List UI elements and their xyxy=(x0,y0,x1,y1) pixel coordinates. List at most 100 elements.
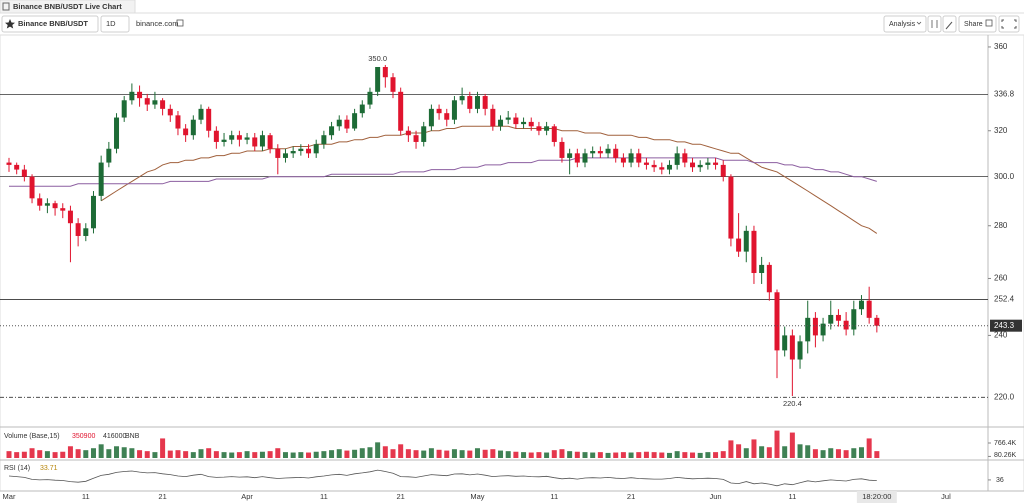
y-tick-label: 280 xyxy=(994,221,1008,230)
candle-body xyxy=(505,117,511,120)
volume-bar xyxy=(221,452,227,458)
candle-body xyxy=(421,126,427,142)
volume-bar xyxy=(874,451,880,458)
candle-body xyxy=(805,317,811,342)
volume-ma-value: 416000 xyxy=(103,433,126,440)
symbol-button[interactable] xyxy=(1,15,99,33)
candle-body xyxy=(90,195,96,229)
candle-body xyxy=(44,203,50,206)
candle-body xyxy=(37,198,43,206)
interval-button[interactable] xyxy=(100,15,130,33)
candle-body xyxy=(444,113,450,120)
volume-bar xyxy=(659,452,665,458)
candle-body xyxy=(551,126,557,142)
volume-bar xyxy=(236,452,242,458)
fullscreen-icon xyxy=(1001,19,1017,29)
candle-body xyxy=(820,323,826,336)
settings-button[interactable] xyxy=(927,15,942,33)
x-tick-label: 21 xyxy=(158,492,166,501)
volume-bar xyxy=(290,452,296,458)
candle-body xyxy=(874,317,880,326)
countdown-label: 18:20:00 xyxy=(862,492,891,501)
volume-bar xyxy=(37,450,43,458)
x-tick-label: 21 xyxy=(397,492,405,501)
candle-body xyxy=(21,169,27,177)
volume-bar xyxy=(306,452,312,458)
volume-bar xyxy=(574,451,580,458)
volume-bar xyxy=(858,447,864,458)
volume-bar xyxy=(528,452,534,458)
volume-bar xyxy=(620,452,626,458)
volume-bar xyxy=(206,448,212,458)
analysis-button[interactable] xyxy=(883,15,927,33)
volume-bar xyxy=(14,452,20,458)
volume-tick-label: 80.26K xyxy=(994,452,1017,459)
volume-bar xyxy=(643,451,649,458)
volume-bar xyxy=(498,450,504,458)
moving-average-line xyxy=(100,125,878,234)
volume-bar xyxy=(851,448,857,458)
candle-body xyxy=(29,176,35,199)
candle-body xyxy=(643,162,649,165)
candle-body xyxy=(659,167,665,170)
moving-average-line xyxy=(9,157,877,187)
candle-body xyxy=(144,98,150,105)
candle-body xyxy=(843,320,849,330)
candle-body xyxy=(275,148,281,158)
volume-tick-label: 766.4K xyxy=(994,440,1017,447)
share-label: Share xyxy=(964,21,983,28)
candle-body xyxy=(336,119,342,127)
candle-body xyxy=(221,139,227,142)
volume-bar xyxy=(559,449,565,458)
candle-body xyxy=(206,108,212,131)
candle-body xyxy=(6,162,12,165)
volume-bar xyxy=(190,452,196,458)
page-title: Binance BNB/USDT Live Chart xyxy=(13,2,122,11)
volume-bar xyxy=(805,445,811,458)
candle-body xyxy=(428,108,434,127)
candle-body xyxy=(375,66,381,92)
current-price-label: 243.3 xyxy=(994,321,1015,330)
candle-body xyxy=(167,108,173,116)
volume-bar xyxy=(743,448,749,458)
source-link[interactable]: binance.com xyxy=(136,19,179,28)
volume-bar xyxy=(52,452,58,458)
candle-body xyxy=(183,128,189,136)
volume-value: 350900 xyxy=(72,433,95,440)
volume-bar xyxy=(352,449,358,458)
candle-body xyxy=(390,77,396,92)
volume-bar xyxy=(267,451,273,458)
candle-body xyxy=(736,238,742,252)
fullscreen-button[interactable] xyxy=(998,15,1020,33)
y-tick-label: 320 xyxy=(994,126,1008,135)
volume-bar xyxy=(183,451,189,458)
candle-body xyxy=(628,153,634,163)
candle-body xyxy=(244,137,250,140)
candle-body xyxy=(705,162,711,165)
candle-body xyxy=(713,162,719,165)
dropdown-icon xyxy=(916,21,922,25)
candle-body xyxy=(306,148,312,154)
candle-body xyxy=(75,223,81,236)
candle-body xyxy=(213,130,219,142)
rsi-line xyxy=(8,469,877,487)
draw-icon xyxy=(945,21,953,30)
volume-bar xyxy=(444,450,450,458)
volume-unit: BNB xyxy=(125,433,140,440)
volume-bar xyxy=(244,451,250,458)
volume-bar xyxy=(843,450,849,458)
draw-button[interactable] xyxy=(942,15,957,33)
volume-bar xyxy=(582,452,588,458)
candle-body xyxy=(321,135,327,145)
volume-bar xyxy=(421,450,427,458)
rsi-label: RSI (14) xyxy=(4,465,30,472)
volume-bar xyxy=(713,452,719,458)
current-price-tag xyxy=(990,319,1022,332)
candle-body xyxy=(459,96,465,101)
level-label: 336.8 xyxy=(994,89,1015,98)
volume-bar xyxy=(167,450,173,458)
candle-body xyxy=(190,119,196,136)
volume-bar xyxy=(720,451,726,458)
candle-body xyxy=(828,314,834,324)
candle-body xyxy=(14,164,20,170)
